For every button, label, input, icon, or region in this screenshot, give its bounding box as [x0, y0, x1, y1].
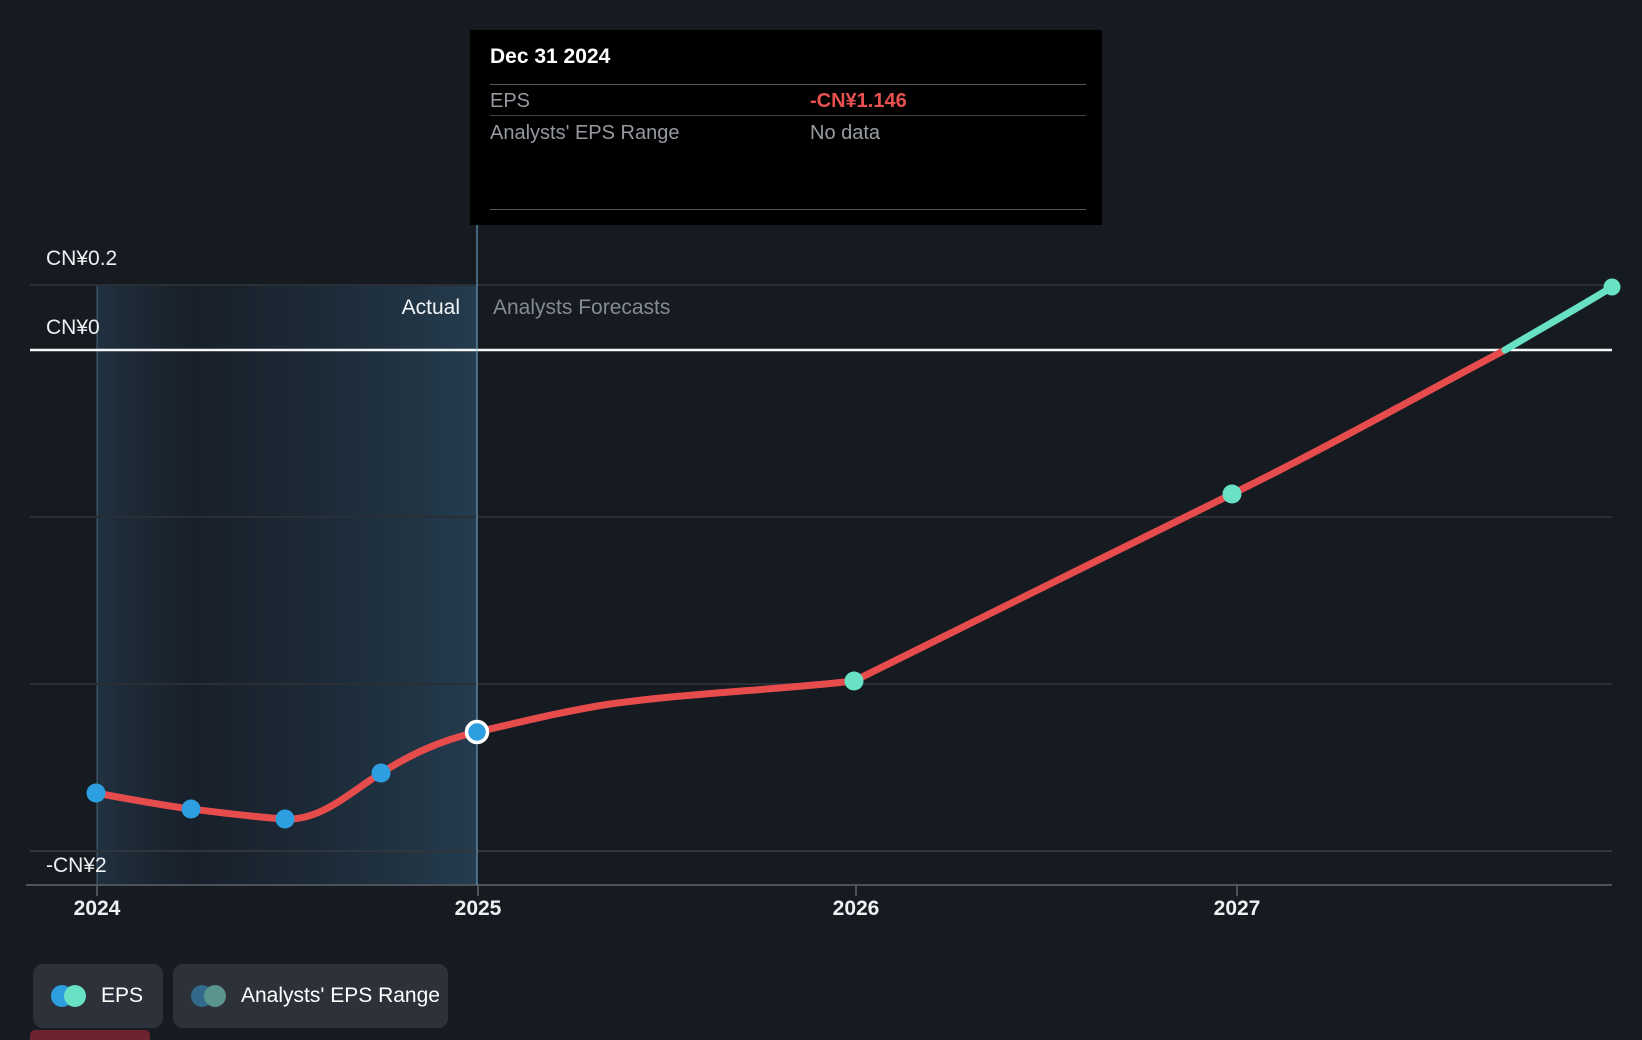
forecast-region-label: Analysts Forecasts	[493, 296, 671, 319]
tooltip-date: Dec 31 2024	[490, 45, 611, 68]
tooltip-divider	[490, 84, 1086, 85]
legend-eps-toggle[interactable]: EPS	[33, 964, 163, 1028]
tooltip-eps-label: EPS	[490, 90, 531, 112]
tooltip-range-value: No data	[810, 122, 881, 144]
tooltip-eps-value: -CN¥1.146	[810, 90, 907, 112]
eps-point-mar2024[interactable]	[181, 799, 201, 819]
y-label-0: CN¥0	[46, 316, 100, 339]
eps-point-dec2023[interactable]	[86, 783, 106, 803]
tooltip-range-label: Analysts' EPS Range	[490, 122, 680, 144]
legend-eps-range-toggle[interactable]: Analysts' EPS Range	[173, 964, 448, 1028]
range-forecast-dot-icon	[204, 985, 226, 1007]
cutoff-red-bar	[30, 1030, 150, 1040]
x-label-2026: 2026	[832, 897, 880, 920]
y-label-02: CN¥0.2	[46, 247, 118, 270]
eps-point-jun2024[interactable]	[275, 809, 295, 829]
tooltip: Dec 31 2024 EPS -CN¥1.146 Analysts' EPS …	[470, 30, 1102, 225]
y-label-neg2: -CN¥2	[46, 854, 107, 877]
x-label-2027: 2027	[1213, 897, 1261, 920]
x-label-2025: 2025	[454, 897, 502, 920]
x-label-2024: 2024	[73, 897, 121, 920]
eps-range-legend-marker-icon	[191, 984, 235, 1008]
eps-point-dec2025[interactable]	[844, 671, 864, 691]
legend-eps-label: EPS	[101, 984, 144, 1007]
eps-legend-marker-icon	[51, 984, 95, 1008]
eps-point-dec2024-highlighted[interactable]	[464, 719, 490, 745]
actual-region-label: Actual	[401, 296, 460, 319]
tooltip-divider	[490, 209, 1086, 210]
eps-point-sep2024[interactable]	[371, 763, 391, 783]
eps-forecast-dot-icon	[64, 985, 86, 1007]
eps-point-dec2026[interactable]	[1222, 484, 1242, 504]
eps-line-positive	[1501, 283, 1616, 354]
eps-line-end-cap	[1603, 278, 1621, 296]
actual-period-highlight	[97, 285, 477, 885]
tooltip-divider	[490, 115, 1086, 116]
legend-eps-range-label: Analysts' EPS Range	[241, 984, 440, 1007]
